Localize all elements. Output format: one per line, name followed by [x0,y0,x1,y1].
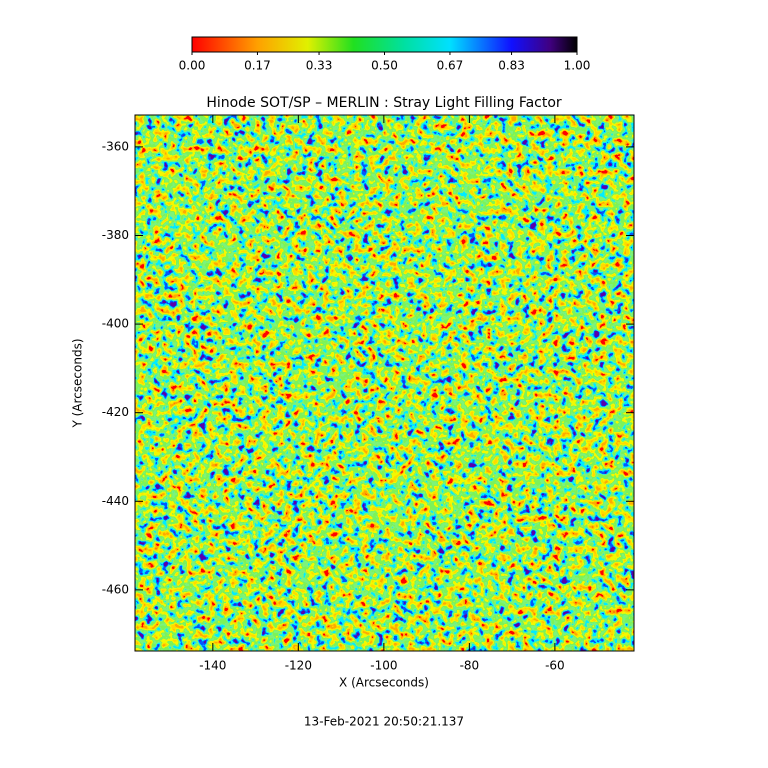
heatmap-image [135,115,634,651]
y-tick-label: -380 [102,228,129,242]
colorbar [191,36,578,53]
colorbar-tick-label: 1.00 [564,59,591,73]
y-tick-label: -460 [102,582,129,596]
colorbar-tick-label: 0.67 [437,59,464,73]
x-tick-label: -80 [460,659,480,673]
y-tick-label: -420 [102,405,129,419]
colorbar-tick-label: 0.83 [498,59,525,73]
colorbar-tick-label: 0.17 [244,59,271,73]
x-axis-label: X (Arcseconds) [339,676,429,690]
colorbar-tick-label: 0.50 [371,59,398,73]
chart-title: Hinode SOT/SP – MERLIN : Stray Light Fil… [206,95,562,111]
x-tick-label: -120 [285,659,312,673]
x-tick-label: -60 [545,659,565,673]
footer-timestamp: 13-Feb-2021 20:50:21.137 [304,715,464,729]
y-axis-label: Y (Arcseconds) [71,338,85,428]
y-tick-label: -360 [102,139,129,153]
plot-frame [134,114,635,652]
colorbar-tick-label: 0.33 [306,59,333,73]
colorbar-tick-label: 0.00 [179,59,206,73]
x-tick-label: -140 [199,659,226,673]
y-tick-label: -440 [102,494,129,508]
y-tick-label: -400 [102,317,129,331]
x-tick-label: -100 [370,659,397,673]
